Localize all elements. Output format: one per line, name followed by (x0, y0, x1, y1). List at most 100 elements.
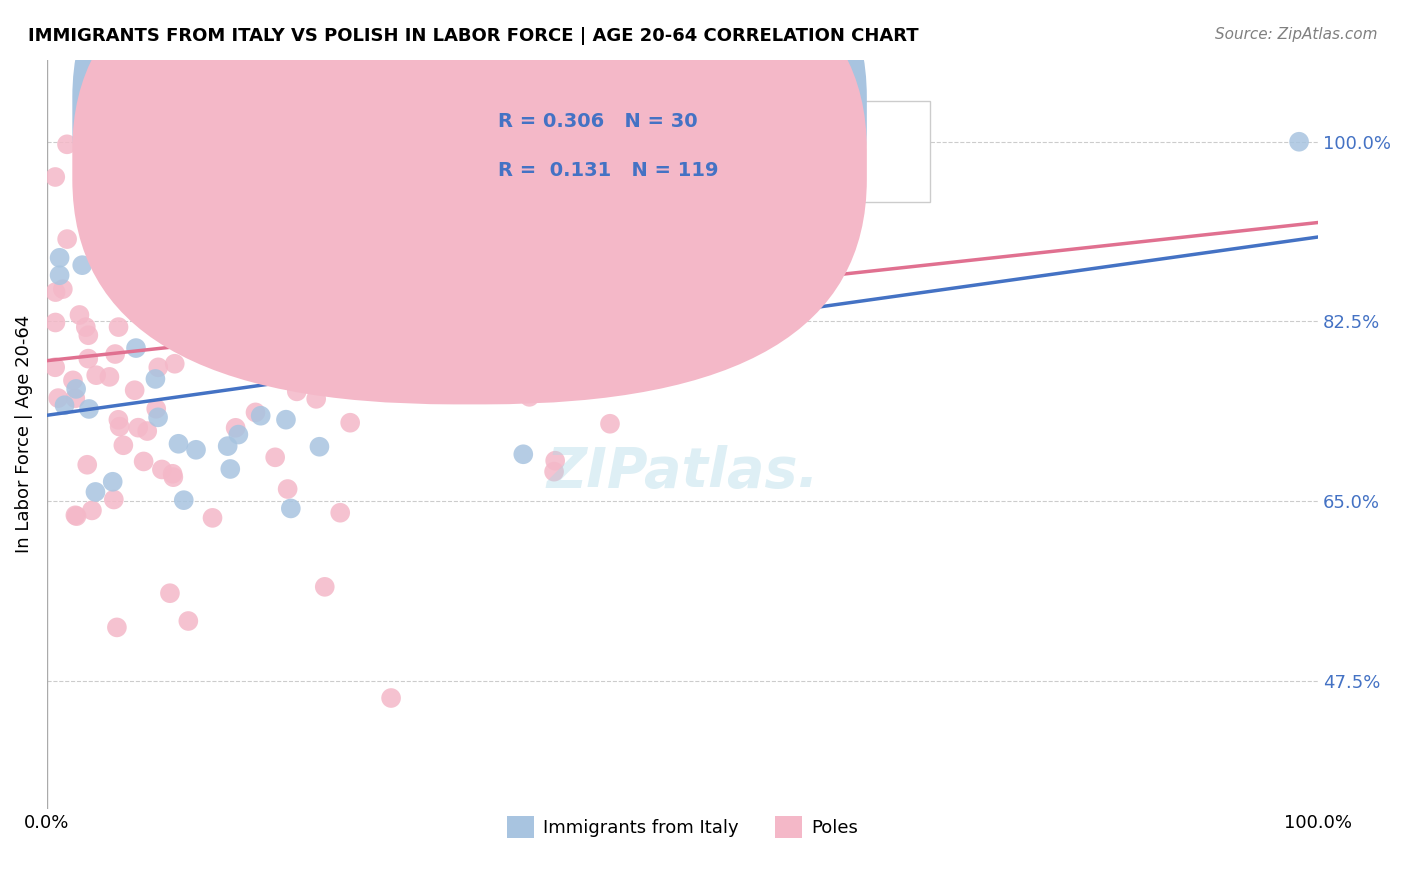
Point (305, 392, 328, 406)
Point (84, 226, 107, 240)
Point (193, 333, 215, 347)
Point (354, 356, 377, 370)
Point (173, 493, 195, 508)
Point (240, 315, 263, 329)
Point (201, 511, 224, 525)
Point (48, 251, 70, 265)
Point (295, 266, 318, 280)
FancyBboxPatch shape (72, 0, 868, 404)
Point (277, 482, 299, 496)
Point (44, 169, 66, 184)
Point (543, 465, 565, 479)
Text: R = 0.306   N = 30: R = 0.306 N = 30 (498, 112, 697, 131)
Point (543, 244, 565, 259)
Point (103, 178, 125, 193)
Point (329, 506, 352, 520)
Point (264, 450, 287, 465)
Point (65, 509, 87, 524)
Point (434, 284, 457, 298)
Text: ZIPatlas.: ZIPatlas. (546, 445, 818, 499)
Point (136, 206, 159, 220)
Point (222, 239, 245, 253)
Point (48, 268, 70, 283)
Point (62, 373, 84, 387)
Point (127, 420, 149, 434)
Point (283, 317, 305, 331)
Point (167, 437, 190, 451)
Legend: Immigrants from Italy, Poles: Immigrants from Italy, Poles (501, 809, 865, 845)
Point (453, 218, 475, 232)
Point (56, 232, 79, 246)
Point (52, 282, 75, 296)
Point (281, 280, 304, 294)
Point (125, 341, 148, 355)
Point (77, 328, 100, 343)
Point (77, 401, 100, 416)
Point (228, 427, 250, 442)
Point (1288, 135, 1310, 149)
Point (519, 390, 541, 404)
FancyBboxPatch shape (434, 101, 931, 202)
Point (75, 320, 97, 334)
Point (148, 360, 170, 375)
Point (423, 114, 446, 128)
Point (105, 620, 128, 634)
Point (222, 236, 245, 251)
Point (117, 276, 139, 290)
Point (374, 137, 396, 152)
Point (544, 453, 567, 467)
Point (274, 412, 297, 426)
Point (56, 137, 79, 152)
Y-axis label: In Labor Force | Age 20-64: In Labor Force | Age 20-64 (15, 315, 32, 554)
Point (359, 348, 381, 362)
Point (512, 447, 534, 461)
Point (470, 280, 492, 294)
Point (159, 586, 181, 600)
Point (284, 343, 307, 357)
Point (235, 276, 257, 290)
Point (256, 340, 278, 354)
Point (314, 580, 336, 594)
Point (84, 368, 107, 383)
Point (103, 492, 125, 507)
Point (115, 260, 138, 274)
Point (53, 398, 76, 412)
Point (599, 417, 621, 431)
Point (142, 293, 165, 308)
Text: R =  0.131   N = 119: R = 0.131 N = 119 (498, 161, 718, 180)
Point (70, 258, 93, 272)
Point (274, 204, 297, 219)
Point (409, 199, 432, 213)
Point (121, 297, 143, 311)
Point (108, 419, 131, 434)
Point (177, 614, 200, 628)
Point (239, 180, 262, 194)
Point (200, 237, 222, 252)
Point (80, 503, 103, 517)
Point (697, 252, 720, 266)
Point (436, 326, 458, 341)
Point (44, 316, 66, 330)
Point (145, 401, 167, 416)
Point (385, 224, 408, 238)
Point (207, 295, 229, 310)
Point (787, 279, 810, 293)
Point (163, 357, 186, 371)
Point (236, 289, 259, 303)
Point (163, 295, 186, 310)
Point (249, 409, 271, 423)
Point (373, 210, 395, 224)
Point (112, 438, 135, 452)
Point (299, 307, 322, 321)
Point (375, 133, 398, 147)
Point (162, 470, 184, 484)
Point (257, 302, 280, 317)
Point (381, 240, 404, 254)
Point (65, 382, 87, 396)
Point (264, 280, 287, 294)
Point (69, 308, 91, 322)
Point (145, 372, 167, 386)
Point (245, 405, 267, 419)
Point (262, 194, 284, 209)
Point (235, 355, 257, 369)
